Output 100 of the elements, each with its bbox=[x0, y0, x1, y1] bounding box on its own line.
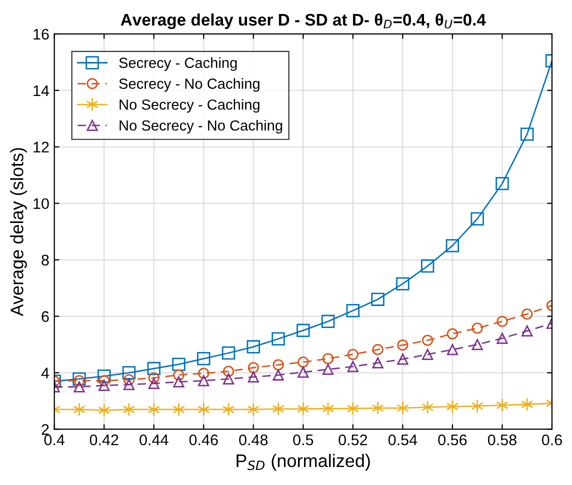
point bbox=[122, 402, 136, 416]
point bbox=[397, 340, 408, 351]
y-tick-label: 16 bbox=[34, 28, 49, 40]
point bbox=[198, 402, 210, 416]
point bbox=[396, 277, 410, 290]
x-tick-label: 0.58 bbox=[488, 434, 516, 446]
point bbox=[420, 259, 434, 273]
point bbox=[496, 176, 509, 190]
point bbox=[198, 368, 210, 379]
point bbox=[74, 381, 85, 392]
point bbox=[272, 359, 284, 370]
point bbox=[222, 366, 234, 377]
chart-title: Average delay user D - SD at D- θ$_{D}$=0.4, θ$_{U}$=0.4 bbox=[120, 13, 486, 30]
point bbox=[74, 375, 85, 386]
point bbox=[73, 402, 86, 416]
point bbox=[520, 128, 534, 141]
point bbox=[372, 344, 384, 356]
point bbox=[372, 357, 384, 368]
x-tick-label: 0.5 bbox=[293, 434, 314, 446]
point bbox=[347, 348, 358, 360]
point bbox=[322, 402, 334, 416]
legend-label: No Secrecy - No Caching bbox=[120, 120, 282, 134]
point bbox=[98, 380, 110, 392]
point bbox=[298, 366, 309, 378]
point bbox=[422, 348, 434, 360]
legend-label: Secrecy - Caching bbox=[119, 57, 237, 71]
x-tick-label: 0.54 bbox=[388, 434, 418, 446]
point bbox=[98, 370, 111, 383]
point bbox=[222, 373, 234, 385]
point bbox=[172, 358, 186, 371]
point bbox=[496, 332, 508, 344]
legend-label: Secrecy - No Caching bbox=[119, 78, 260, 92]
y-tick-label: 10 bbox=[34, 198, 49, 210]
point bbox=[470, 212, 484, 226]
x-tick-label: 0.56 bbox=[438, 434, 467, 446]
point bbox=[248, 362, 259, 374]
point bbox=[471, 399, 484, 414]
point bbox=[72, 372, 86, 386]
point bbox=[346, 304, 360, 318]
point bbox=[148, 372, 160, 384]
x-tick-label: 0.6 bbox=[542, 434, 562, 446]
point bbox=[496, 398, 508, 412]
point bbox=[371, 292, 384, 306]
point bbox=[472, 322, 483, 334]
point bbox=[172, 402, 185, 416]
point bbox=[422, 334, 434, 346]
point bbox=[198, 375, 210, 386]
point bbox=[322, 364, 334, 375]
y-tick-label: 8 bbox=[42, 254, 49, 266]
point bbox=[520, 397, 534, 412]
point bbox=[222, 402, 235, 416]
point bbox=[123, 379, 135, 390]
point bbox=[446, 239, 460, 252]
point bbox=[347, 360, 358, 372]
point bbox=[272, 402, 284, 416]
point bbox=[148, 402, 160, 416]
point bbox=[98, 403, 110, 418]
x-tick-label: 0.52 bbox=[338, 434, 368, 446]
y-tick-label: 6 bbox=[42, 311, 49, 322]
y-tick-label: 2 bbox=[42, 424, 49, 435]
point bbox=[522, 308, 533, 320]
y-tick-label: 4 bbox=[41, 368, 50, 378]
x-tick-label: 0.46 bbox=[189, 434, 218, 446]
point bbox=[147, 362, 160, 376]
point bbox=[173, 369, 184, 381]
point bbox=[246, 340, 260, 354]
point bbox=[321, 314, 335, 328]
x-tick-label: 0.4 bbox=[44, 434, 65, 446]
point bbox=[272, 369, 284, 381]
point bbox=[173, 376, 184, 388]
point bbox=[446, 328, 458, 340]
point bbox=[296, 324, 310, 338]
point bbox=[123, 374, 135, 386]
point bbox=[346, 402, 360, 416]
y-axis-title: Average delay (slots) bbox=[10, 148, 27, 316]
point bbox=[98, 375, 110, 386]
point bbox=[298, 356, 309, 368]
point bbox=[197, 352, 210, 366]
point bbox=[222, 346, 236, 360]
point bbox=[396, 401, 409, 415]
point bbox=[446, 344, 458, 356]
point bbox=[372, 401, 384, 415]
x-tick-label: 0.48 bbox=[239, 434, 268, 446]
y-tick-label: 12 bbox=[34, 142, 49, 152]
point bbox=[472, 338, 483, 350]
x-axis-title: P$_{SD}$ (normalized) bbox=[236, 454, 370, 471]
point bbox=[122, 366, 136, 380]
y-tick-label: 14 bbox=[34, 85, 50, 96]
point bbox=[248, 371, 259, 383]
legend-label: No Secrecy - Caching bbox=[120, 99, 260, 113]
point bbox=[446, 400, 459, 414]
point bbox=[148, 378, 160, 390]
point bbox=[397, 354, 408, 365]
point bbox=[297, 402, 310, 416]
x-tick-label: 0.44 bbox=[140, 434, 168, 446]
point bbox=[496, 316, 508, 327]
point bbox=[247, 402, 260, 416]
point bbox=[421, 400, 434, 414]
point bbox=[322, 353, 334, 364]
point bbox=[522, 325, 533, 337]
